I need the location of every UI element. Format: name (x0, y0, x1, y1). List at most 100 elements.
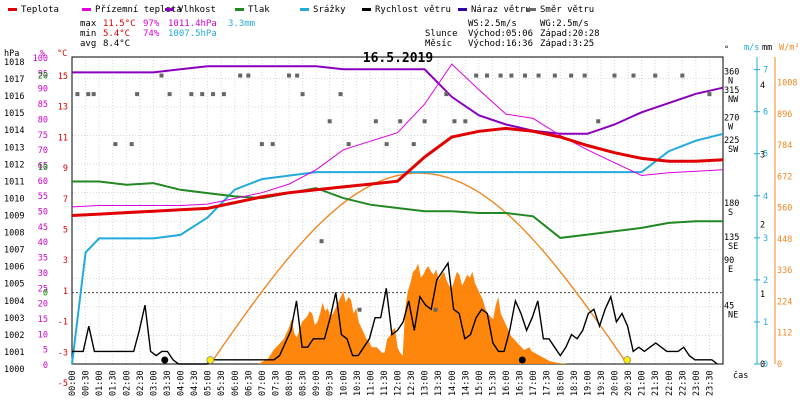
hpa-tick: 1010 (4, 194, 24, 204)
wind-dir-point (653, 73, 658, 78)
temp-axis-label: °C (57, 49, 67, 59)
hum-tick: 30 (38, 269, 48, 279)
time-tick: 17:00 (529, 370, 539, 396)
wind-dir-point (463, 119, 468, 124)
stats-max-press: 1011.4hPa (168, 19, 217, 29)
hum-tick: 20 (38, 300, 48, 310)
hum-tick: 65 (38, 161, 48, 171)
axes: 1018101710161015101410131012101110101009… (4, 43, 799, 396)
wind-dir-point (357, 307, 362, 312)
hpa-tick: 1009 (4, 212, 24, 222)
temperature-line (71, 126, 724, 217)
wind-dir-point (452, 119, 457, 124)
wind-dir-point (569, 73, 574, 78)
wind-dir-point (422, 119, 427, 124)
stats-avg-temp: 8.4°C (103, 39, 130, 49)
wind-dir-point (300, 92, 305, 97)
solar-radiation-area (72, 263, 723, 364)
time-tick: 22:30 (678, 370, 688, 396)
time-tick: 13:30 (434, 370, 444, 396)
hpa-tick: 1002 (4, 331, 24, 341)
time-tick: 11:30 (380, 370, 390, 396)
time-tick: 03:00 (149, 370, 159, 396)
time-tick: 02:00 (122, 370, 132, 396)
wm2-tick: 784 (777, 141, 792, 151)
dir-tick-deg: 180 (724, 199, 739, 209)
dir-tick-deg: 225 (724, 136, 739, 146)
temp-tick: 13 (58, 103, 68, 113)
wind-dir-point (474, 73, 479, 78)
hpa-tick: 1018 (4, 58, 24, 68)
stats-min-hum: 74% (143, 29, 160, 39)
hum-tick: 100 (33, 54, 48, 64)
wind-dir-point (522, 73, 527, 78)
hpa-tick: 1004 (4, 297, 24, 307)
wind-dir-point (680, 73, 685, 78)
wind-dir-point (346, 142, 351, 147)
ms-tick: 1 (763, 318, 768, 328)
hpa-tick: 1015 (4, 109, 24, 119)
hpa-tick: 1013 (4, 143, 24, 153)
rain-line (71, 132, 724, 365)
temp-tick: 15 (58, 72, 68, 82)
hum-tick: 80 (38, 115, 48, 125)
wind-dir-point (707, 92, 712, 97)
hpa-tick: 1007 (4, 246, 24, 256)
wind-dir-point (159, 73, 164, 78)
time-tick: 12:00 (394, 370, 404, 396)
dir-tick-name: W (728, 122, 734, 132)
time-tick: 16:30 (516, 370, 526, 396)
time-tick: 15:00 (475, 370, 485, 396)
ms-tick: 2 (763, 276, 768, 286)
legend-label: Rychlost větru (375, 5, 451, 15)
wm2-tick: 112 (777, 329, 792, 339)
ms-tick: 6 (763, 108, 768, 118)
hpa-tick: 1006 (4, 263, 24, 273)
wind-dir-point (211, 92, 216, 97)
moon-label: Měsíc (425, 39, 452, 49)
legend-label: Přízemní teplota (95, 5, 182, 15)
stats-min-press: 1007.5hPa (168, 29, 217, 39)
wind-dir-point (129, 142, 134, 147)
stats-min-label: min (80, 29, 96, 39)
wind-dir-point (338, 92, 343, 97)
wind-dir-point (238, 73, 243, 78)
hum-tick: 55 (38, 192, 48, 202)
wind-dir-point (113, 142, 118, 147)
wind-dir-point (221, 92, 226, 97)
time-tick: 23:30 (705, 370, 715, 396)
temp-tick: 9 (63, 164, 68, 174)
stats-min-temp: 5.4°C (103, 29, 130, 39)
time-tick: 10:00 (339, 370, 349, 396)
moon-set: Západ:3:25 (540, 39, 594, 49)
dir-tick-deg: 270 (724, 113, 739, 123)
time-tick: 18:30 (570, 370, 580, 396)
dir-tick-name: SW (728, 145, 739, 155)
time-tick: 07:30 (271, 370, 281, 396)
dir-tick-deg: 45 (724, 302, 734, 312)
hpa-tick: 1000 (4, 365, 24, 375)
time-tick: 19:30 (597, 370, 607, 396)
time-tick: 21:30 (651, 370, 661, 396)
time-tick: 16:00 (502, 370, 512, 396)
ms-tick: 4 (763, 192, 768, 202)
wind-dir-point (373, 119, 378, 124)
hum-tick: 45 (38, 223, 48, 233)
wm2-axis-label: W/m² (779, 43, 799, 53)
wind-dir-point (287, 73, 291, 78)
wind-dir-point (319, 239, 324, 244)
wm2-tick: 448 (777, 235, 792, 245)
hpa-tick: 1003 (4, 314, 24, 324)
time-tick: 05:00 (204, 370, 214, 396)
wind-dir-point (485, 73, 490, 78)
time-tick: 17:30 (543, 370, 553, 396)
wm2-tick: 896 (777, 110, 792, 120)
pressure-line (72, 180, 723, 239)
mm-axis-label: mm (762, 43, 772, 53)
humidity-line (72, 65, 724, 135)
wind-dir-point (631, 73, 636, 78)
wind-dir-point (552, 73, 557, 78)
time-tick: 23:00 (692, 370, 702, 396)
stats-max-label: max (80, 19, 97, 29)
